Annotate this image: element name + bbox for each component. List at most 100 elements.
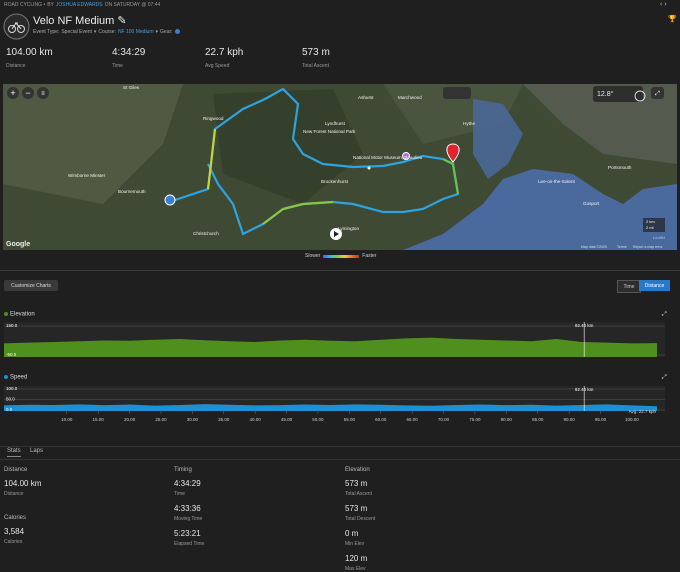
map-forest (213, 89, 363, 204)
stat-label: Elapsed Time (174, 541, 205, 547)
place-label: New Forest National Park (303, 129, 356, 134)
summary-value: 573 m (302, 47, 330, 58)
y-tick-label: 150.0 (6, 323, 18, 328)
summary-value: 22.7 kph (205, 47, 244, 58)
svg-text:+: + (10, 88, 15, 98)
avg-label: Avg: 22.7 kph (629, 409, 657, 414)
stat-label: Total Descent (345, 516, 376, 522)
place-label: Marchwood (398, 95, 422, 100)
time-toggle[interactable]: Time (617, 280, 641, 293)
poi-marker (367, 166, 371, 170)
wind-icon (634, 90, 646, 102)
map[interactable]: + − ≡ ⤢ 12.8° 2 km 2 mi Google Map data … (3, 84, 677, 250)
stat-value: 120 m (345, 554, 368, 563)
place-label: Portsmouth (608, 165, 632, 170)
nav-arrows[interactable]: ‹ › (660, 1, 667, 8)
place-label: Gosport (583, 201, 600, 206)
trophy-icon[interactable]: 🏆 (668, 16, 677, 23)
laps-tab[interactable]: Laps (30, 448, 44, 454)
place-label: Brockenhurst (321, 179, 349, 184)
stat-value: 573 m (345, 479, 368, 488)
end-marker[interactable] (446, 143, 460, 163)
summary-value: 104.00 km (6, 47, 53, 58)
gear-icon[interactable] (174, 29, 180, 34)
activity-type: ROAD CYCLING • (4, 2, 46, 8)
map-controls[interactable]: + − ≡ ⤢ (7, 87, 664, 99)
author[interactable]: JOSHUA EDWARDS (55, 2, 103, 8)
scale-km: 2 km (646, 219, 655, 224)
place-label: Ashurst (358, 95, 374, 100)
stat-label: Calories (4, 539, 23, 545)
temperature: 12.8° (597, 90, 614, 98)
by: BY (47, 2, 54, 8)
legend-gradient (323, 254, 360, 258)
x-tick-label: 90.00 (563, 417, 575, 422)
route-segment (442, 158, 460, 195)
y-tick-label: 100.0 (6, 386, 18, 391)
stat-value: 573 m (345, 504, 368, 513)
distance-toggle[interactable]: Distance (639, 280, 670, 291)
event-type[interactable]: Special Event (61, 29, 92, 35)
series-dot (4, 312, 8, 316)
legend-slower: Slower (305, 253, 321, 259)
place-label: Lee-on-the-Solent (538, 179, 575, 184)
x-tick-label: 20.00 (124, 417, 136, 422)
stats-heading: Timing (174, 467, 192, 473)
x-tick-label: 30.00 (187, 417, 199, 422)
stat-value: 4:33:36 (174, 504, 201, 513)
stat-label: Total Ascent (345, 491, 372, 497)
speed-area (4, 404, 657, 411)
stat-label: Moving Time (174, 516, 203, 522)
place-label: Christchurch (193, 231, 219, 236)
x-tick-label: 45.00 (281, 417, 293, 422)
course[interactable]: NF 100 Medium (117, 29, 154, 35)
x-tick-label: 55.00 (344, 417, 356, 422)
activity-title[interactable]: Velo NF Medium ✎ (33, 15, 127, 27)
zoom-out[interactable] (22, 87, 34, 99)
x-tick-label: 95.00 (595, 417, 607, 422)
cursor-label: 92.40 km (575, 323, 594, 328)
charts: Elevation ⤢ 150.0 -50.0 92.40 km Speed ⤢ 100.0 5… (4, 311, 667, 422)
x-tick-label: 35.00 (218, 417, 230, 422)
svg-text:⤢: ⤢ (655, 90, 660, 97)
terms[interactable]: Terms (617, 245, 627, 249)
stat-value: 5:23:21 (174, 529, 201, 538)
x-tick-label: 60.00 (375, 417, 387, 422)
legend-faster: Faster (362, 253, 377, 259)
when: ON SATURDAY @ 07:44 (104, 2, 161, 8)
svg-text:≡: ≡ (41, 91, 45, 97)
stats-tab[interactable]: Stats (7, 448, 21, 457)
route-segment (262, 200, 334, 225)
map-tool[interactable] (443, 87, 471, 99)
route-segment (206, 128, 217, 190)
y-tick-label: 50.0 (6, 397, 15, 402)
stat-value: 0 m (345, 529, 359, 538)
stat-value: 4:34:29 (174, 479, 201, 488)
zoom-in[interactable] (7, 87, 19, 99)
start-marker[interactable] (164, 194, 176, 206)
customize-charts[interactable]: Customize Charts (4, 280, 58, 291)
place-label: Hythe (463, 121, 475, 126)
leaflet[interactable]: Leaflet (653, 235, 666, 240)
map-water (473, 99, 523, 179)
map-water (403, 169, 677, 250)
stats-heading: Elevation (345, 467, 370, 473)
y-tick-label: 0.0 (6, 407, 13, 412)
speed-legend: Slower Faster (305, 253, 376, 259)
x-tick-label: 75.00 (469, 417, 481, 422)
fullscreen[interactable] (651, 87, 664, 99)
stats-heading: Distance (4, 467, 28, 473)
report-error[interactable]: Report a map error (633, 245, 663, 249)
poi-marker[interactable] (402, 152, 410, 160)
x-tick-label: 80.00 (501, 417, 513, 422)
map-data: Map data ©2020 (581, 245, 607, 249)
layers[interactable] (37, 87, 49, 99)
x-tick-label: 100.00 (625, 417, 639, 422)
x-tick-label: 40.00 (250, 417, 262, 422)
summary-label: Avg Speed (205, 63, 230, 69)
divider (0, 446, 680, 447)
summary-value: 4:34:29 (112, 47, 146, 58)
summary-label: Distance (6, 63, 26, 69)
title-text: Velo NF Medium (33, 15, 115, 27)
